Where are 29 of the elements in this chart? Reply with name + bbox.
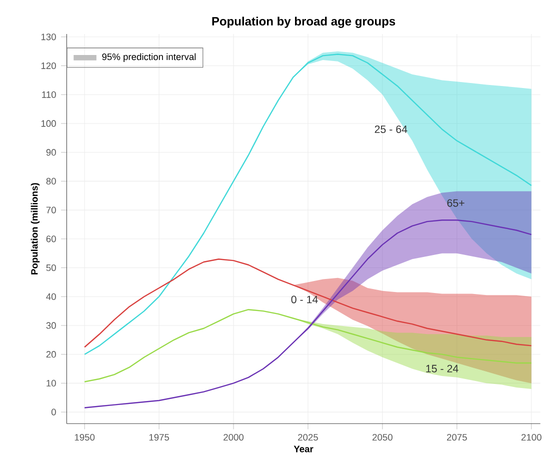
y-tick-label: 80 bbox=[46, 178, 56, 184]
x-tick-label: 2050 bbox=[372, 434, 392, 440]
x-tick-label: 1950 bbox=[74, 434, 95, 440]
y-tick-label: 70 bbox=[46, 206, 56, 214]
series-label: 15 - 24 bbox=[426, 364, 458, 372]
y-tick-label: 90 bbox=[46, 148, 56, 156]
y-tick-label: 130 bbox=[41, 33, 56, 40]
series-label: 0 - 14 bbox=[291, 296, 318, 304]
chart-title: Population by broad age groups bbox=[212, 16, 396, 28]
x-tick-label: 1975 bbox=[149, 434, 170, 440]
legend-title: 95% prediction interval bbox=[102, 53, 196, 62]
x-tick-label: 2075 bbox=[446, 434, 467, 440]
x-tick-label: 2100 bbox=[521, 434, 542, 440]
y-tick-label: 110 bbox=[42, 91, 56, 98]
y-tick-label: 50 bbox=[46, 264, 56, 271]
y-axis-title: Population (millions) bbox=[30, 182, 40, 274]
x-tick-label: 2000 bbox=[224, 434, 244, 440]
y-tick-label: 120 bbox=[41, 62, 56, 69]
y-tick-label: 10 bbox=[46, 380, 56, 386]
y-tick-label: 30 bbox=[46, 322, 56, 329]
text: 25 - 64 bbox=[374, 125, 408, 133]
y-tick-label: 60 bbox=[46, 235, 56, 242]
x-tick-label: 2025 bbox=[298, 434, 318, 440]
y-tick-label: 0 bbox=[51, 408, 56, 416]
series-label: 65+ bbox=[447, 199, 464, 207]
y-tick-label: 40 bbox=[46, 293, 56, 300]
y-tick-label: 20 bbox=[46, 350, 56, 358]
y-tick-label: 100 bbox=[41, 120, 56, 127]
x-axis-title: Year bbox=[294, 446, 314, 452]
